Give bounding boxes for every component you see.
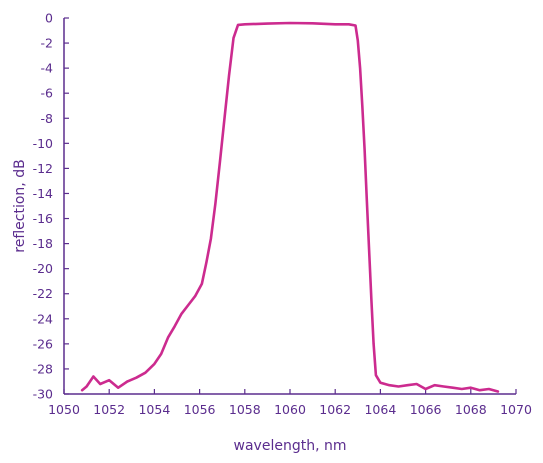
x-tick-label: 1060 [274, 402, 306, 417]
y-tick-label: -30 [33, 387, 53, 402]
x-tick-label: 1052 [93, 402, 125, 417]
y-tick-label: -8 [41, 111, 54, 126]
x-tick-label: 1050 [48, 402, 80, 417]
y-tick-label: -14 [33, 186, 53, 201]
y-axis-label: reflection, dB [12, 159, 28, 252]
y-tick-label: 0 [45, 11, 53, 26]
x-tick-label: 1056 [184, 402, 216, 417]
y-tick-label: -10 [33, 136, 53, 151]
y-tick-label: -4 [41, 61, 54, 76]
y-tick-label: -18 [33, 236, 53, 251]
x-tick-label: 1058 [229, 402, 261, 417]
y-tick-label: -16 [33, 211, 53, 226]
y-tick-label: -28 [33, 361, 53, 376]
y-tick-label: -26 [33, 336, 53, 351]
x-tick-label: 1068 [455, 402, 487, 417]
y-tick-label: -22 [33, 286, 53, 301]
y-tick-label: -24 [33, 311, 53, 326]
y-tick-label: -20 [33, 261, 53, 276]
x-tick-label: 1064 [364, 402, 396, 417]
series-line-0 [80, 21, 500, 393]
x-axis-label: wavelength, nm [234, 438, 347, 454]
y-tick-label: -6 [41, 86, 54, 101]
y-tick-label: -2 [41, 36, 53, 51]
y-tick-label: -12 [33, 161, 53, 176]
x-tick-label: 1070 [500, 402, 532, 417]
x-tick-label: 1062 [319, 402, 351, 417]
x-tick-label: 1054 [138, 402, 170, 417]
x-tick-label: 1066 [410, 402, 442, 417]
